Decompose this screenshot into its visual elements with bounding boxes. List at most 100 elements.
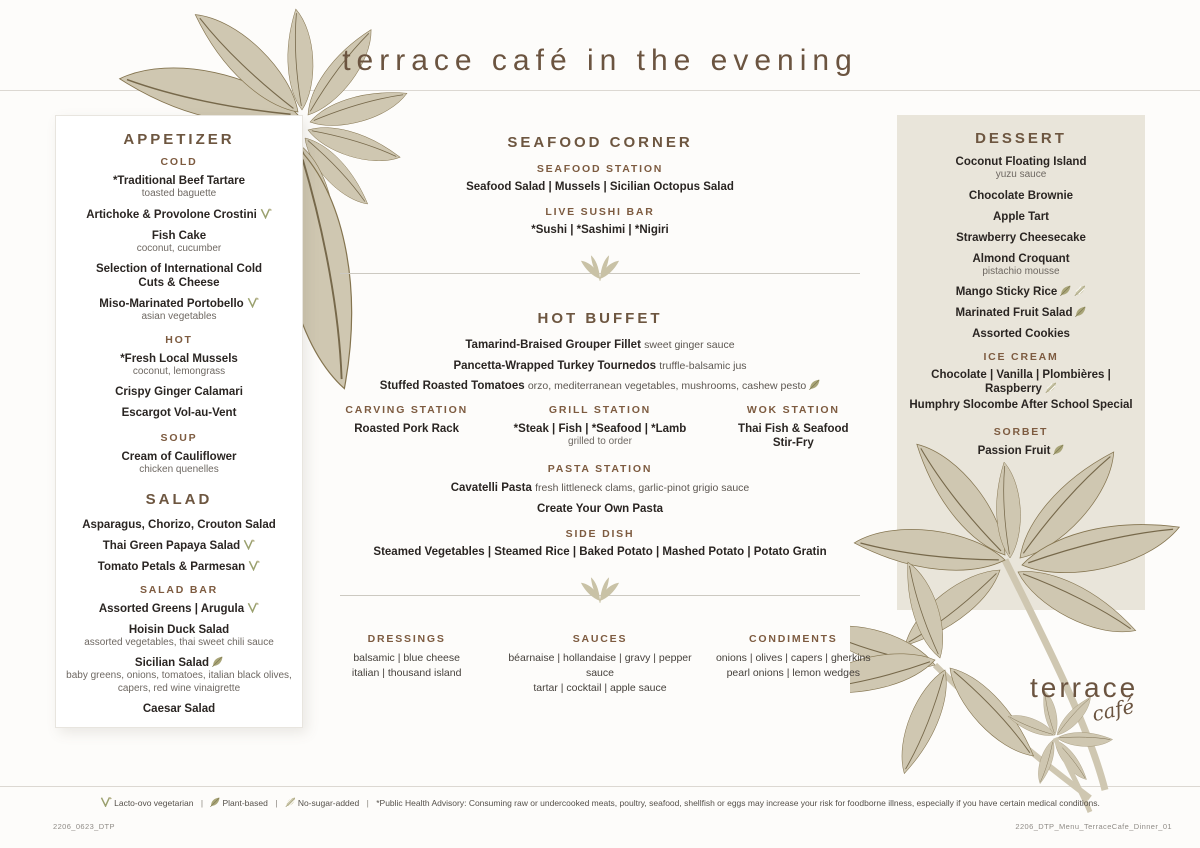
menu-item: Strawberry Cheesecake: [905, 231, 1137, 245]
carving-station: CARVING STATION Roasted Pork Rack: [310, 404, 503, 450]
label-ice-cream: ICE CREAM: [983, 351, 1059, 363]
menu-item: Thai Green Papaya Salad: [64, 539, 294, 553]
legend-separator: |: [366, 798, 369, 808]
label-wok-station: WOK STATION: [746, 404, 840, 416]
label-pasta-station: PASTA STATION: [547, 463, 653, 475]
plant-based-icon: [1075, 306, 1086, 317]
palm-ornament-icon: [580, 255, 620, 281]
item-name: Roasted Pork Rack: [354, 423, 460, 435]
item-desc: fresh littleneck clams, garlic-pinot gri…: [535, 482, 750, 494]
item-name: Fish Cake: [151, 229, 207, 242]
item-desc: grilled to order: [568, 436, 632, 447]
menu-item: Sicilian Salad baby greens, onions, toma…: [64, 656, 294, 695]
vegetarian-icon: [100, 797, 112, 807]
menu-item: Caesar Salad: [64, 702, 294, 716]
item-name: Cream of Cauliflower: [121, 451, 237, 463]
item-desc: sweet ginger sauce: [644, 339, 735, 351]
wok-station: WOK STATION Thai Fish & Seafood Stir-Fry: [697, 404, 890, 450]
dressings-line: italian | thousand island: [351, 667, 462, 679]
item-name: Asparagus, Chorizo, Crouton Salad: [82, 518, 276, 531]
plant-based-icon: [809, 379, 820, 390]
item-name: Tomato Petals & Parmesan: [64, 560, 294, 574]
no-sugar-added-icon: [1074, 285, 1086, 296]
menu-item: Mango Sticky Rice: [905, 285, 1137, 299]
menu-item: Fish Cake coconut, cucumber: [64, 229, 294, 256]
vegetarian-icon: [260, 208, 272, 219]
sorbet-item: Passion Fruit: [905, 444, 1137, 458]
label-cold: COLD: [160, 156, 198, 168]
item-name: *Steak | Fish | *Seafood | *Lamb: [513, 423, 687, 435]
no-sugar-added-icon: [1045, 382, 1057, 393]
doc-code-left: 2206_0623_DTP: [53, 822, 115, 831]
doc-code-right: 2206_DTP_Menu_TerraceCafe_Dinner_01: [1015, 822, 1172, 831]
grill-station: GRILL STATION *Steak | Fish | *Seafood |…: [503, 404, 696, 450]
sauces-group: SAUCES béarnaise | hollandaise | gravy |…: [503, 633, 696, 696]
label-seafood-station: SEAFOOD STATION: [536, 163, 664, 175]
legend-vegetarian-label: Lacto-ovo vegetarian: [114, 798, 194, 808]
item-name: Thai Fish & Seafood: [738, 423, 849, 435]
sushi-bar-items: *Sushi | *Sashimi | *Nigiri: [531, 224, 669, 236]
item-desc: asian vegetables: [141, 311, 217, 322]
item-name: Assorted Greens | Arugula: [64, 602, 294, 616]
dressings-line: balsamic | blue cheese: [353, 652, 460, 664]
plant-based-icon: [210, 797, 220, 807]
sauces-line: béarnaise | hollandaise | gravy | pepper…: [508, 652, 692, 679]
label-grill-station: GRILL STATION: [548, 404, 652, 416]
item-name: Coconut Floating Island: [955, 156, 1087, 168]
item-name: Almond Croquant: [972, 252, 1070, 265]
legend-separator: |: [200, 798, 204, 808]
center-column: SEAFOOD CORNER SEAFOOD STATION Seafood S…: [310, 0, 890, 760]
item-desc: yuzu sauce: [995, 169, 1047, 180]
footer-rule: [0, 786, 1200, 787]
label-live-sushi-bar: LIVE SUSHI BAR: [545, 206, 655, 218]
public-health-advisory: *Public Health Advisory: Consuming raw o…: [376, 798, 1100, 808]
heading-hot-buffet: HOT BUFFET: [537, 310, 663, 327]
menu-item: Assorted Greens | Arugula: [64, 602, 294, 616]
footer-legend: Lacto-ovo vegetarian | Plant-based | No-…: [0, 797, 1200, 808]
title-rule: [0, 90, 1200, 91]
divider-line: [340, 595, 860, 596]
menu-item: Cream of Cauliflower chicken quenelles: [64, 450, 294, 477]
menu-item: *Fresh Local Mussels coconut, lemongrass: [64, 352, 294, 379]
label-condiments: CONDIMENTS: [749, 633, 838, 645]
plant-based-icon: [1053, 444, 1064, 455]
item-name: Escargot Vol-au-Vent: [121, 407, 237, 419]
item-name: Assorted Cookies: [972, 328, 1070, 340]
legend-plant-label: Plant-based: [222, 798, 268, 808]
section-divider: [340, 255, 860, 283]
heading-seafood-corner: SEAFOOD CORNER: [507, 134, 693, 151]
menu-item: Marinated Fruit Salad: [905, 306, 1137, 320]
page-title: terrace café in the evening: [342, 44, 858, 77]
item-name: Selection of International Cold Cuts & C…: [95, 263, 263, 289]
item-name: Artichoke & Provolone Crostini: [64, 208, 294, 222]
condiments-group: CONDIMENTS onions | olives | capers | gh…: [697, 633, 890, 696]
item-name: Thai Green Papaya Salad: [64, 539, 294, 553]
label-salad-bar: SALAD BAR: [139, 583, 219, 596]
item-desc: toasted baguette: [141, 188, 217, 199]
label-side-dish: SIDE DISH: [565, 528, 635, 540]
menu-item: Cavatelli Pasta fresh littleneck clams, …: [450, 482, 750, 494]
palm-ornament-icon: [580, 577, 620, 603]
menu-item: Asparagus, Chorizo, Crouton Salad: [64, 518, 294, 532]
menu-item: Crispy Ginger Calamari: [64, 385, 294, 399]
vegetarian-icon: [247, 297, 259, 308]
item-name: Mango Sticky Rice: [905, 285, 1137, 299]
menu-item: Pancetta-Wrapped Turkey Tournedos truffl…: [453, 360, 747, 372]
item-name: Apple Tart: [992, 210, 1049, 223]
dressings-group: DRESSINGS balsamic | blue cheese italian…: [310, 633, 503, 696]
item-desc: chicken quenelles: [139, 464, 219, 475]
menu-item: Tamarind-Braised Grouper Fillet sweet gi…: [465, 339, 735, 351]
item-desc: coconut, cucumber: [136, 242, 222, 254]
label-dressings: DRESSINGS: [367, 633, 446, 645]
section-divider: [340, 577, 860, 605]
appetizer-salad-card: APPETIZER COLD *Traditional Beef Tartare…: [55, 115, 303, 728]
heading-dessert: DESSERT: [975, 130, 1067, 147]
plant-based-icon: [212, 656, 223, 667]
item-name: Crispy Ginger Calamari: [115, 386, 243, 398]
label-soup: SOUP: [160, 432, 198, 444]
item-name: Miso-Marinated Portobello: [64, 297, 294, 311]
condiments-line: pearl onions | lemon wedges: [726, 667, 861, 679]
label-carving-station: CARVING STATION: [345, 404, 468, 416]
item-name: *Fresh Local Mussels: [120, 352, 238, 365]
